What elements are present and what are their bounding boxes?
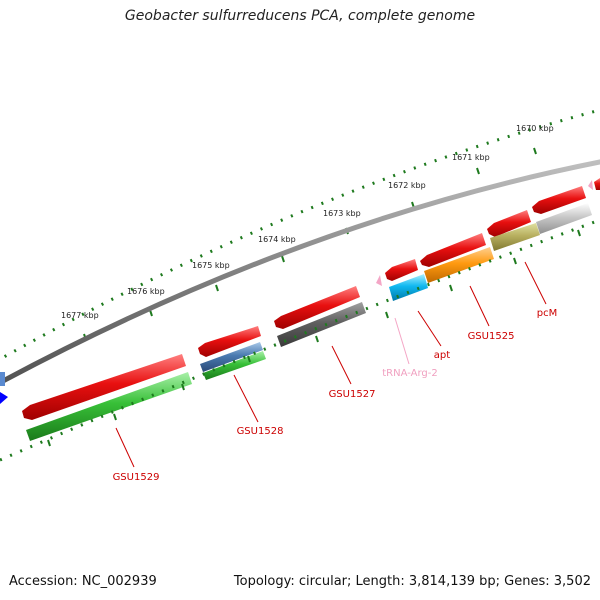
label-GSU1528[interactable]: GSU1528 (237, 426, 284, 437)
callouts (115, 261, 547, 468)
label-GSU1527[interactable]: GSU1527 (329, 389, 376, 400)
cds-GSU1528-a[interactable] (200, 342, 263, 372)
gene-pcM-b[interactable] (532, 186, 586, 214)
major-tick (281, 255, 285, 263)
tick-label: 1674 kbp (258, 235, 296, 244)
label-apt[interactable]: apt (434, 350, 450, 361)
genome-summary: Topology: circular; Length: 3,814,139 bp… (233, 574, 591, 589)
major-tick (476, 167, 480, 175)
cds-apt[interactable] (389, 274, 428, 301)
label-tRNA-Arg-2[interactable]: tRNA-Arg-2 (382, 368, 437, 379)
gene-pcM-a[interactable] (487, 210, 531, 237)
cds-GSU1525[interactable] (424, 247, 494, 283)
cds-left-edge[interactable] (0, 372, 5, 386)
label-pcM[interactable]: pcM (537, 308, 557, 319)
map-title: Geobacter sulfurreducens PCA, complete g… (124, 8, 476, 24)
cds-GSU1528-b[interactable] (203, 351, 266, 380)
cds-GSU1529[interactable] (26, 372, 192, 441)
label-GSU1525[interactable]: GSU1525 (468, 331, 515, 342)
tick-label: 1673 kbp (323, 209, 361, 218)
major-tick (215, 284, 219, 292)
gene-GSU1525[interactable] (420, 233, 486, 267)
gene-GSU1529[interactable] (22, 354, 186, 420)
tick-label: 1670 kbp (516, 124, 554, 133)
tick-label: 1675 kbp (192, 261, 230, 270)
tick-label: 1677 kbp (61, 311, 99, 320)
cds-GSU1527[interactable] (277, 302, 366, 347)
gene-apt[interactable] (385, 259, 418, 281)
gene-left-edge[interactable] (0, 392, 8, 404)
trna-arg-2[interactable] (376, 275, 382, 286)
tick-label: 1672 kbp (388, 181, 426, 190)
trna-edge[interactable] (588, 180, 593, 190)
label-GSU1529[interactable]: GSU1529 (113, 472, 160, 483)
major-tick (533, 147, 537, 155)
cds-pcM-b[interactable] (536, 203, 592, 234)
gene-edge[interactable] (594, 178, 600, 190)
genome-backbone (0, 159, 600, 386)
tick-label: 1676 kbp (127, 287, 165, 296)
gene-GSU1528[interactable] (198, 326, 261, 357)
gene-lane (22, 178, 600, 420)
inner-scale-track (0, 218, 600, 462)
accession-text: Accession: NC_002939 (9, 574, 157, 589)
cds-pcM-a[interactable] (490, 223, 540, 251)
feature-lane (26, 203, 592, 441)
tick-label: 1671 kbp (452, 153, 490, 162)
gene-GSU1527[interactable] (274, 286, 360, 329)
